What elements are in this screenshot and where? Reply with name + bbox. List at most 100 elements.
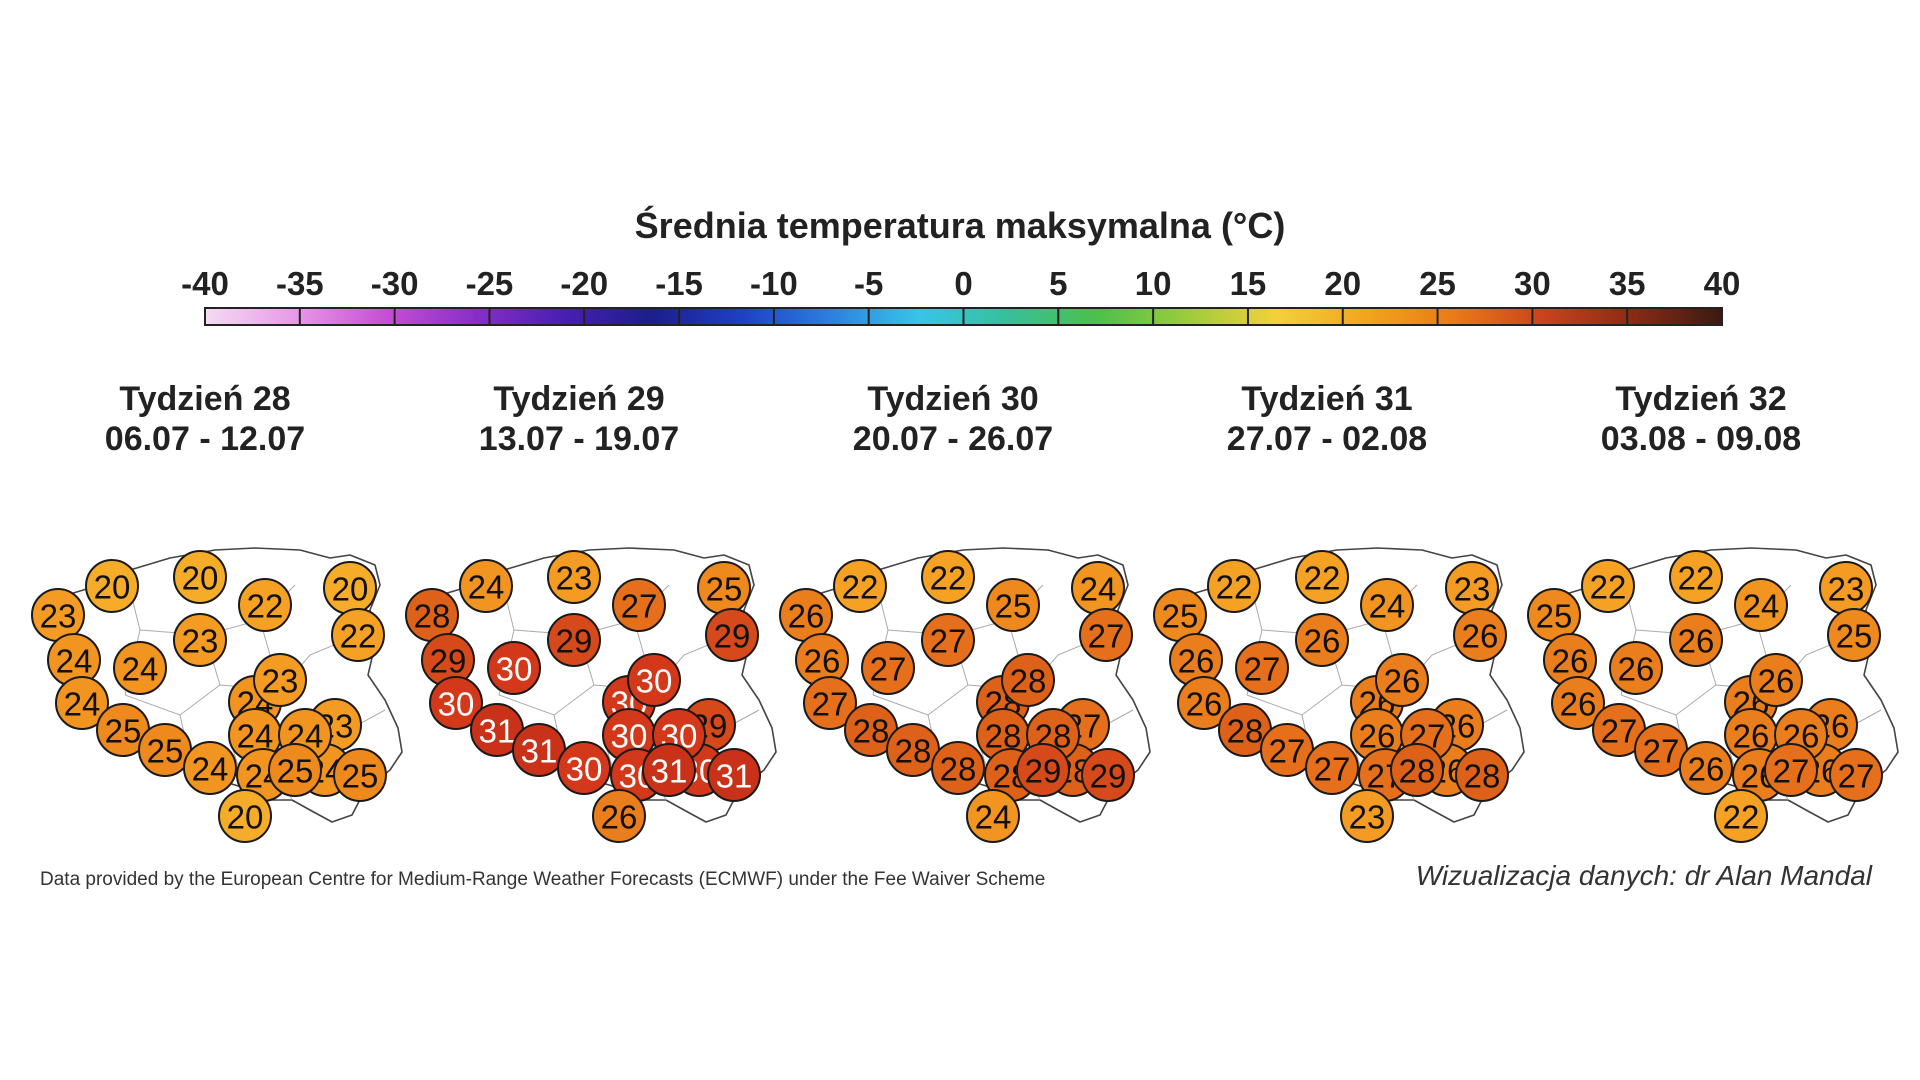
city-marker: [921, 613, 975, 667]
city-marker: [173, 550, 227, 604]
city-temperature: 23: [182, 623, 219, 660]
city-temperature: 30: [566, 751, 603, 788]
city-temperature: 29: [714, 618, 751, 655]
city-temperature: 26: [1688, 751, 1725, 788]
city-temperature: 26: [804, 643, 841, 680]
city-temperature: 25: [1162, 598, 1199, 635]
city-temperature: 25: [706, 571, 743, 608]
city-temperature: 26: [1678, 623, 1715, 660]
city-temperature: 22: [1678, 560, 1715, 597]
week-dates: 03.08 - 09.08: [1601, 420, 1801, 458]
city-marker: [931, 741, 985, 795]
city-temperature: 24: [975, 799, 1012, 836]
city-temperature: 31: [651, 753, 688, 790]
city-temperature: 31: [479, 713, 516, 750]
city-temperature: 23: [1828, 571, 1865, 608]
city-marker: [1734, 578, 1788, 632]
city-temperature: 29: [1090, 758, 1127, 795]
city-marker: [1081, 748, 1135, 802]
city-marker: [1581, 559, 1635, 613]
week-dates: 27.07 - 02.08: [1227, 420, 1427, 458]
city-temperature: 28: [1399, 753, 1436, 790]
city-temperature: 28: [1010, 663, 1047, 700]
city-temperature: 24: [56, 643, 93, 680]
city-marker: [1609, 641, 1663, 695]
city-temperature: 20: [182, 560, 219, 597]
city-temperature: 27: [930, 623, 967, 660]
city-temperature: 27: [1088, 618, 1125, 655]
city-temperature: 27: [1601, 713, 1638, 750]
scale-tick-label: -15: [655, 265, 703, 302]
scale-tick-label: 10: [1135, 265, 1172, 302]
scale-tick-label: 30: [1514, 265, 1551, 302]
data-source-credit: Data provided by the European Centre for…: [40, 869, 1046, 890]
city-temperature: 28: [1464, 758, 1501, 795]
author-credit: Wizualizacja danych: dr Alan Mandal: [1415, 860, 1872, 891]
city-marker: [1295, 613, 1349, 667]
city-temperature: 30: [636, 663, 673, 700]
city-temperature: 25: [105, 713, 142, 750]
city-marker: [1827, 608, 1881, 662]
city-marker: [1749, 653, 1803, 707]
city-temperature: 24: [468, 569, 505, 606]
city-temperature: 22: [1590, 569, 1627, 606]
city-temperature: 26: [1359, 718, 1396, 755]
week-title: Tydzień 32: [1615, 380, 1786, 418]
city-temperature: 26: [1384, 663, 1421, 700]
city-temperature: 28: [414, 598, 451, 635]
scale-tick-label: -5: [854, 265, 883, 302]
city-temperature: 30: [496, 651, 533, 688]
city-temperature: 23: [556, 560, 593, 597]
city-marker: [1016, 743, 1070, 797]
city-temperature: 24: [192, 751, 229, 788]
city-marker: [627, 653, 681, 707]
city-marker: [833, 559, 887, 613]
city-temperature: 26: [1618, 651, 1655, 688]
city-marker: [1764, 743, 1818, 797]
city-marker: [966, 789, 1020, 843]
city-marker: [1669, 550, 1723, 604]
city-marker: [921, 550, 975, 604]
city-temperature: 26: [1733, 718, 1770, 755]
city-marker: [183, 741, 237, 795]
city-temperature: 25: [277, 753, 314, 790]
city-marker: [113, 641, 167, 695]
city-temperature: 24: [1080, 571, 1117, 608]
city-temperature: 29: [1025, 753, 1062, 790]
city-marker: [1551, 676, 1605, 730]
city-marker: [707, 748, 761, 802]
city-temperature: 26: [1758, 663, 1795, 700]
city-temperature: 28: [895, 733, 932, 770]
scale-tick-label: 25: [1419, 265, 1456, 302]
city-temperature: 24: [1743, 588, 1780, 625]
city-temperature: 25: [1836, 618, 1873, 655]
city-temperature: 28: [1227, 713, 1264, 750]
scale-tick-label: -20: [560, 265, 608, 302]
city-temperature: 25: [1536, 598, 1573, 635]
city-temperature: 27: [1643, 733, 1680, 770]
city-temperature: 20: [94, 569, 131, 606]
city-marker: [986, 578, 1040, 632]
city-temperature: 22: [340, 618, 377, 655]
scale-tick-label: 20: [1324, 265, 1361, 302]
scale-tick-label: -35: [276, 265, 324, 302]
city-marker: [547, 613, 601, 667]
city-marker: [173, 613, 227, 667]
scale-tick-label: -10: [750, 265, 798, 302]
city-marker: [1207, 559, 1261, 613]
scale-tick-label: 40: [1704, 265, 1741, 302]
city-temperature: 23: [40, 598, 77, 635]
city-temperature: 26: [601, 799, 638, 836]
city-temperature: 28: [853, 713, 890, 750]
city-temperature: 27: [1314, 751, 1351, 788]
city-temperature: 27: [870, 651, 907, 688]
color-scale: -40 -35 -30 -25 -20 -15 -10 -5 0 5 10 15 20 25 30 35 40: [181, 265, 1741, 326]
city-marker: [1079, 608, 1133, 662]
